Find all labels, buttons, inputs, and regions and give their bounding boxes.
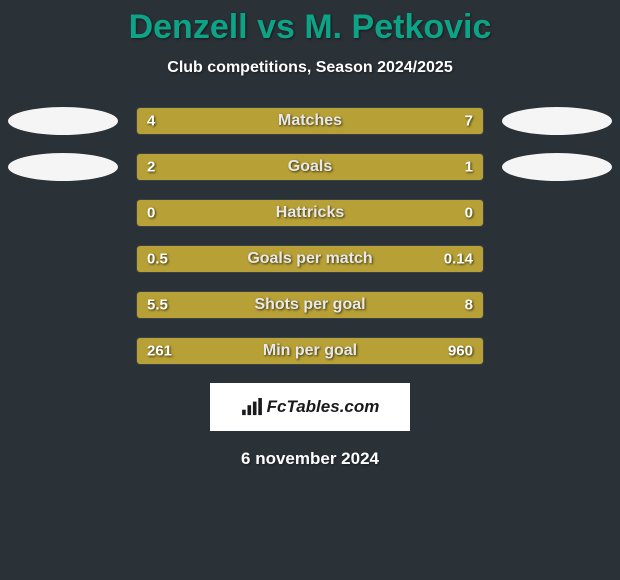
page-title: Denzell vs M. Petkovic: [0, 8, 620, 47]
player-badge-left: [8, 107, 118, 135]
badge-spacer: [502, 337, 612, 365]
value-left: 0: [147, 205, 155, 222]
value-left: 2: [147, 159, 155, 176]
stat-row: 2 1 Goals: [0, 153, 620, 181]
stats-list: 4 7 Matches 2 1 Goals 0 0 Hattricks 0.5 0.14 Goals …: [0, 107, 620, 365]
value-right: 0.14: [444, 251, 473, 268]
badge-spacer: [8, 337, 118, 365]
badge-spacer: [8, 291, 118, 319]
badge-spacer: [8, 245, 118, 273]
player-badge-right: [502, 107, 612, 135]
stat-label: Hattricks: [276, 204, 344, 222]
stat-bar: 0 0 Hattricks: [136, 199, 484, 227]
stat-label: Goals: [288, 158, 332, 176]
stat-row: 5.5 8 Shots per goal: [0, 291, 620, 319]
stat-bar: 4 7 Matches: [136, 107, 484, 135]
stat-row: 0 0 Hattricks: [0, 199, 620, 227]
stat-label: Min per goal: [263, 342, 357, 360]
value-right: 960: [448, 343, 473, 360]
stat-bar: 2 1 Goals: [136, 153, 484, 181]
value-right: 0: [465, 205, 473, 222]
stat-label: Shots per goal: [254, 296, 365, 314]
stat-row: 261 960 Min per goal: [0, 337, 620, 365]
value-left: 261: [147, 343, 172, 360]
value-left: 0.5: [147, 251, 168, 268]
value-left: 4: [147, 113, 155, 130]
subtitle: Club competitions, Season 2024/2025: [0, 59, 620, 77]
stat-bar: 5.5 8 Shots per goal: [136, 291, 484, 319]
stat-label: Goals per match: [247, 250, 372, 268]
badge-spacer: [8, 199, 118, 227]
date-label: 6 november 2024: [0, 449, 620, 469]
value-right: 1: [465, 159, 473, 176]
comparison-infographic: Denzell vs M. Petkovic Club competitions…: [0, 0, 620, 469]
brand-badge: FcTables.com: [210, 383, 410, 431]
value-right: 7: [465, 113, 473, 130]
bar-segment-left: [137, 154, 369, 180]
player-badge-left: [8, 153, 118, 181]
value-right: 8: [465, 297, 473, 314]
bar-segment-left: [137, 108, 262, 134]
badge-spacer: [502, 291, 612, 319]
stat-row: 4 7 Matches: [0, 107, 620, 135]
bars-icon: [241, 398, 263, 416]
stat-bar: 0.5 0.14 Goals per match: [136, 245, 484, 273]
value-left: 5.5: [147, 297, 168, 314]
stat-label: Matches: [278, 112, 342, 130]
brand-text: FcTables.com: [267, 397, 380, 417]
stat-row: 0.5 0.14 Goals per match: [0, 245, 620, 273]
stat-bar: 261 960 Min per goal: [136, 337, 484, 365]
badge-spacer: [502, 245, 612, 273]
badge-spacer: [502, 199, 612, 227]
player-badge-right: [502, 153, 612, 181]
